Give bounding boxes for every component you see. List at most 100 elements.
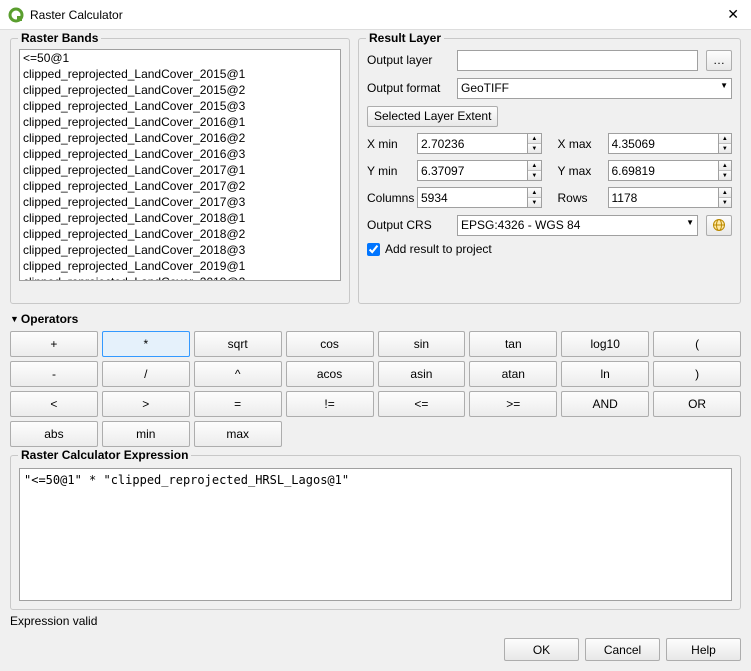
operator-button[interactable]: max (194, 421, 282, 447)
raster-band-item[interactable]: clipped_reprojected_LandCover_2015@2 (20, 82, 340, 98)
dialog-buttons: OK Cancel Help (0, 632, 751, 671)
operator-button[interactable]: = (194, 391, 282, 417)
help-button[interactable]: Help (666, 638, 741, 661)
ymax-down[interactable]: ▼ (719, 171, 731, 180)
xmin-up[interactable]: ▲ (528, 134, 540, 144)
ymin-down[interactable]: ▼ (528, 171, 540, 180)
operator-button[interactable]: OR (653, 391, 741, 417)
rows-up[interactable]: ▲ (719, 188, 731, 198)
operators-section: ▼ Operators +*sqrtcossintanlog10( -/^acos… (10, 312, 741, 447)
raster-band-item[interactable]: clipped_reprojected_LandCover_2018@2 (20, 226, 340, 242)
ymax-label: Y max (558, 164, 608, 178)
operator-button[interactable]: ^ (194, 361, 282, 387)
expression-group: Raster Calculator Expression (10, 455, 741, 610)
cancel-button[interactable]: Cancel (585, 638, 660, 661)
operator-button[interactable]: tan (469, 331, 557, 357)
operator-button[interactable]: >= (469, 391, 557, 417)
operator-button[interactable]: > (102, 391, 190, 417)
xmax-label: X max (558, 137, 608, 151)
xmin-label: X min (367, 137, 417, 151)
operator-button[interactable]: abs (10, 421, 98, 447)
result-layer-title: Result Layer (366, 31, 444, 45)
title-bar: Raster Calculator ✕ (0, 0, 751, 30)
output-crs-label: Output CRS (367, 218, 457, 232)
top-row: Raster Bands <=50@1clipped_reprojected_L… (10, 38, 741, 304)
operator-button[interactable]: ln (561, 361, 649, 387)
raster-band-item[interactable]: clipped_reprojected_LandCover_2017@3 (20, 194, 340, 210)
raster-bands-list[interactable]: <=50@1clipped_reprojected_LandCover_2015… (19, 49, 341, 281)
operator-button[interactable]: * (102, 331, 190, 357)
columns-up[interactable]: ▲ (528, 188, 540, 198)
operator-button[interactable]: / (102, 361, 190, 387)
window-title: Raster Calculator (30, 8, 123, 22)
raster-band-item[interactable]: clipped_reprojected_LandCover_2017@1 (20, 162, 340, 178)
expression-textarea[interactable] (19, 468, 732, 601)
operator-button[interactable]: asin (378, 361, 466, 387)
xmax-input[interactable] (608, 133, 718, 154)
rows-down[interactable]: ▼ (719, 198, 731, 207)
collapse-triangle-icon: ▼ (10, 314, 19, 324)
content: Raster Bands <=50@1clipped_reprojected_L… (0, 30, 751, 632)
raster-bands-group: Raster Bands <=50@1clipped_reprojected_L… (10, 38, 350, 304)
qgis-icon (8, 7, 24, 23)
ymax-up[interactable]: ▲ (719, 161, 731, 171)
raster-band-item[interactable]: clipped_reprojected_LandCover_2019@1 (20, 258, 340, 274)
ok-button[interactable]: OK (504, 638, 579, 661)
columns-label: Columns (367, 191, 417, 205)
xmin-input[interactable] (417, 133, 527, 154)
window-close-button[interactable]: ✕ (723, 6, 743, 23)
operator-button[interactable]: cos (286, 331, 374, 357)
xmax-up[interactable]: ▲ (719, 134, 731, 144)
add-result-label: Add result to project (385, 242, 492, 256)
operator-button[interactable]: - (10, 361, 98, 387)
columns-input[interactable] (417, 187, 527, 208)
operator-button[interactable]: + (10, 331, 98, 357)
operator-button[interactable]: log10 (561, 331, 649, 357)
output-layer-browse-button[interactable]: … (706, 50, 732, 71)
globe-icon (712, 218, 726, 232)
raster-band-item[interactable]: clipped_reprojected_LandCover_2017@2 (20, 178, 340, 194)
output-format-label: Output format (367, 81, 457, 95)
raster-band-item[interactable]: clipped_reprojected_LandCover_2016@3 (20, 146, 340, 162)
operator-button[interactable]: atan (469, 361, 557, 387)
operator-button[interactable]: < (10, 391, 98, 417)
raster-calculator-dialog: Raster Calculator ✕ Raster Bands <=50@1c… (0, 0, 751, 671)
rows-input[interactable] (608, 187, 718, 208)
xmax-down[interactable]: ▼ (719, 144, 731, 153)
raster-band-item[interactable]: clipped_reprojected_LandCover_2019@2 (20, 274, 340, 281)
raster-band-item[interactable]: <=50@1 (20, 50, 340, 66)
operator-button[interactable]: acos (286, 361, 374, 387)
ymax-input[interactable] (608, 160, 718, 181)
operator-button[interactable]: sin (378, 331, 466, 357)
operators-grid: +*sqrtcossintanlog10( -/^acosasinatanln) <… (10, 331, 741, 447)
operator-button[interactable]: sqrt (194, 331, 282, 357)
selected-layer-extent-button[interactable]: Selected Layer Extent (367, 106, 498, 127)
operators-header[interactable]: ▼ Operators (10, 312, 741, 326)
raster-band-item[interactable]: clipped_reprojected_LandCover_2015@3 (20, 98, 340, 114)
raster-band-item[interactable]: clipped_reprojected_LandCover_2018@1 (20, 210, 340, 226)
columns-down[interactable]: ▼ (528, 198, 540, 207)
operator-button[interactable]: ) (653, 361, 741, 387)
raster-band-item[interactable]: clipped_reprojected_LandCover_2015@1 (20, 66, 340, 82)
raster-band-item[interactable]: clipped_reprojected_LandCover_2016@1 (20, 114, 340, 130)
output-format-select[interactable]: GeoTIFF (457, 78, 732, 99)
ymin-label: Y min (367, 164, 417, 178)
status-text: Expression valid (10, 614, 741, 628)
raster-band-item[interactable]: clipped_reprojected_LandCover_2018@3 (20, 242, 340, 258)
operator-button[interactable]: min (102, 421, 190, 447)
output-layer-label: Output layer (367, 53, 457, 67)
operator-button[interactable]: ( (653, 331, 741, 357)
xmin-down[interactable]: ▼ (528, 144, 540, 153)
result-layer-group: Result Layer Output layer … Output forma… (358, 38, 741, 304)
crs-picker-button[interactable] (706, 215, 732, 236)
output-crs-select[interactable]: EPSG:4326 - WGS 84 (457, 215, 698, 236)
operator-button[interactable]: <= (378, 391, 466, 417)
operator-button[interactable]: AND (561, 391, 649, 417)
operator-button[interactable]: != (286, 391, 374, 417)
ymin-input[interactable] (417, 160, 527, 181)
title-left: Raster Calculator (8, 7, 123, 23)
ymin-up[interactable]: ▲ (528, 161, 540, 171)
raster-band-item[interactable]: clipped_reprojected_LandCover_2016@2 (20, 130, 340, 146)
add-result-checkbox[interactable] (367, 243, 380, 256)
output-layer-input[interactable] (457, 50, 698, 71)
